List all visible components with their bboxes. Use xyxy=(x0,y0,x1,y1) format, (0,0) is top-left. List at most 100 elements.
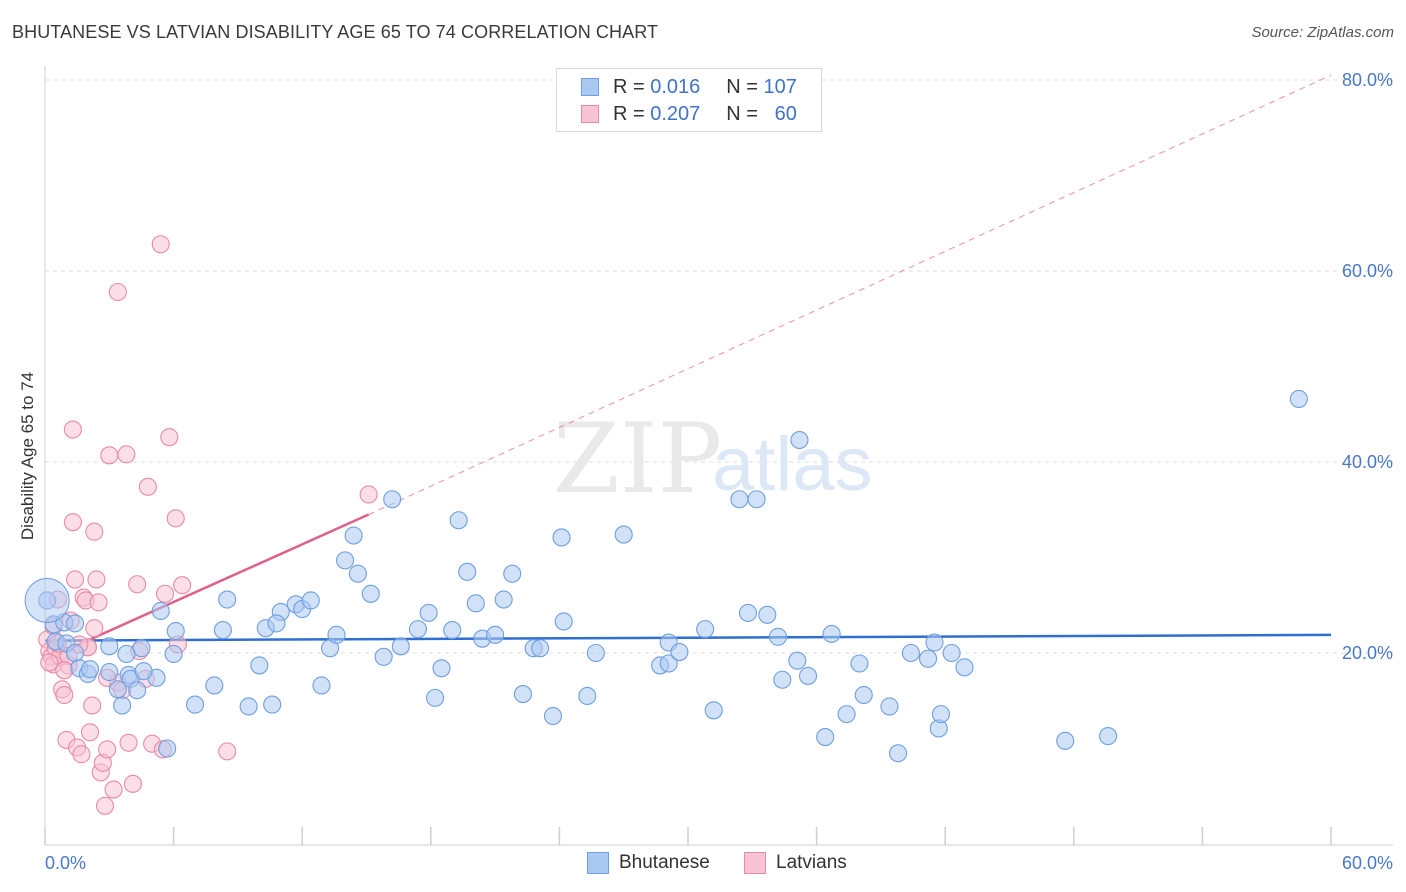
y-axis-title: Disability Age 65 to 74 xyxy=(18,372,37,540)
latvians-trend-extension xyxy=(368,74,1332,516)
legend-n-label: N = xyxy=(726,75,758,98)
bhutanese-point xyxy=(747,490,766,509)
latvians-point xyxy=(166,509,185,528)
bhutanese-point xyxy=(901,643,920,663)
bhutanese-point xyxy=(348,564,367,583)
legend-r-label: R = xyxy=(613,102,645,125)
bhutanese-point xyxy=(798,666,818,685)
bhutanese-point xyxy=(466,594,485,613)
bhutanese-point xyxy=(837,705,856,724)
latvians-point xyxy=(173,576,192,595)
bhutanese-trend-line xyxy=(44,633,1332,642)
latvians-point xyxy=(85,522,104,541)
latvians-point xyxy=(63,420,82,439)
bhutanese-point xyxy=(100,637,119,656)
latvians-point xyxy=(89,593,108,612)
bhutanese-point xyxy=(758,605,777,624)
bhutanese-point xyxy=(312,676,331,695)
y-tick-label: 60.0% xyxy=(1342,261,1393,281)
bhutanese-point xyxy=(704,701,723,720)
legend-n-value: 60 xyxy=(774,102,797,125)
bhutanese-point xyxy=(1099,727,1118,746)
bhutanese-point xyxy=(344,526,363,545)
legend-swatch-bhutanese xyxy=(581,78,599,96)
bhutanese-point xyxy=(773,670,792,689)
bhutanese-point xyxy=(419,603,438,622)
bhutanese-point xyxy=(408,620,427,639)
bhutanese-point xyxy=(730,490,749,509)
bhutanese-point xyxy=(816,727,835,747)
bhutanese-point xyxy=(696,620,715,639)
bhutanese-point xyxy=(931,705,950,724)
bhutanese-point xyxy=(205,676,224,695)
latvians-point xyxy=(359,485,378,504)
latvians-point xyxy=(218,742,237,761)
watermark-zip: ZIP xyxy=(553,403,722,515)
bhutanese-point xyxy=(158,739,177,758)
latvians-point xyxy=(119,733,138,752)
bhutanese-point xyxy=(336,551,355,570)
latvians-point xyxy=(55,685,74,705)
bhutanese-point xyxy=(218,590,237,609)
bhutanese-point xyxy=(919,649,938,668)
bhutanese-point xyxy=(301,591,320,610)
latvians-point xyxy=(123,774,142,793)
latvians-point xyxy=(95,796,115,815)
latvians-point xyxy=(87,570,106,589)
latvians-point xyxy=(40,653,59,672)
bottom-legend-label-latvians: Latvians xyxy=(776,852,847,873)
latvians-point xyxy=(100,446,119,465)
latvians-point xyxy=(104,780,123,799)
latvians-point xyxy=(80,723,100,742)
latvians-point xyxy=(65,570,85,589)
legend-r-value: 0.207 xyxy=(650,102,701,125)
latvians-point xyxy=(98,740,117,759)
tick-labels: 20.0% 40.0% 60.0% 80.0% 0.0% 60.0% xyxy=(45,70,1393,873)
bhutanese-point xyxy=(670,642,689,662)
legend-swatch-latvians xyxy=(581,105,599,123)
bhutanese-point xyxy=(391,637,410,656)
bhutanese-point xyxy=(185,695,205,714)
latvians-point xyxy=(151,235,170,254)
latvians-point xyxy=(155,584,175,603)
bhutanese-point xyxy=(327,625,346,644)
bhutanese-point xyxy=(361,584,380,603)
bhutanese-point xyxy=(113,696,132,715)
latvians-point xyxy=(83,696,102,715)
latvians-point xyxy=(128,575,147,594)
bhutanese-point xyxy=(166,621,185,641)
bhutanese-point xyxy=(494,590,513,609)
latvians-point xyxy=(138,477,157,496)
bhutanese-point xyxy=(822,624,841,643)
bottom-swatch-latvians xyxy=(744,852,766,874)
bhutanese-point xyxy=(888,744,908,763)
x-tick-label: 60.0% xyxy=(1342,853,1393,873)
bhutanese-point xyxy=(850,654,869,673)
x-tick-label: 0.0% xyxy=(45,853,86,873)
bhutanese-point xyxy=(513,685,533,704)
bhutanese-point xyxy=(738,603,758,622)
bhutanese-point xyxy=(383,490,402,509)
bhutanese-point xyxy=(458,562,477,581)
bhutanese-point xyxy=(374,647,393,666)
latvians-point xyxy=(85,619,104,638)
bhutanese-point xyxy=(250,656,269,675)
legend-n-label: N = xyxy=(726,102,758,125)
bottom-legend-bhutanese: Bhutanese xyxy=(587,852,710,874)
axes xyxy=(44,66,1393,846)
bottom-legend-label-bhutanese: Bhutanese xyxy=(619,852,710,873)
bhutanese-point xyxy=(790,430,809,450)
latvians-point xyxy=(108,282,127,302)
bhutanese-point xyxy=(955,658,974,677)
bhutanese-point xyxy=(132,639,151,658)
bhutanese-point xyxy=(768,627,788,646)
bhutanese-bubble xyxy=(24,577,70,623)
bhutanese-point xyxy=(128,681,147,700)
bhutanese-point xyxy=(426,688,445,707)
bhutanese-points xyxy=(24,389,1308,763)
bhutanese-point xyxy=(117,644,136,664)
bhutanese-point xyxy=(443,621,462,640)
legend: R = 0.016 N = 107 R = 0.207 N = 60 xyxy=(556,68,822,132)
legend-n-value: 107 xyxy=(763,75,797,98)
